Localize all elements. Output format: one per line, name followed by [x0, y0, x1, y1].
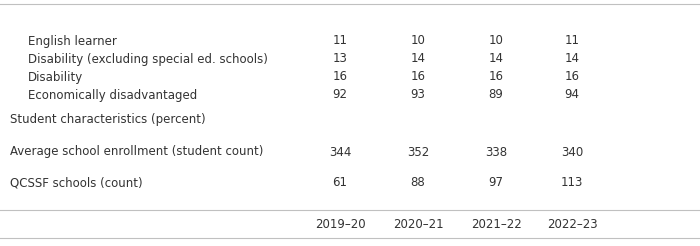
Text: 16: 16 [564, 71, 580, 83]
Text: Disability (excluding special ed. schools): Disability (excluding special ed. school… [28, 52, 268, 65]
Text: 16: 16 [489, 71, 503, 83]
Text: QCSSF schools (count): QCSSF schools (count) [10, 176, 143, 189]
Text: 113: 113 [561, 176, 583, 189]
Text: Average school enrollment (student count): Average school enrollment (student count… [10, 145, 263, 158]
Text: Student characteristics (percent): Student characteristics (percent) [10, 112, 206, 125]
Text: 11: 11 [564, 34, 580, 47]
Text: English learner: English learner [28, 34, 117, 47]
Text: 13: 13 [332, 52, 347, 65]
Text: 61: 61 [332, 176, 347, 189]
Text: 94: 94 [564, 89, 580, 102]
Text: 14: 14 [489, 52, 503, 65]
Text: 2019–20: 2019–20 [315, 217, 365, 231]
Text: 10: 10 [489, 34, 503, 47]
Text: 97: 97 [489, 176, 503, 189]
Text: 338: 338 [485, 145, 507, 158]
Text: 92: 92 [332, 89, 347, 102]
Text: Economically disadvantaged: Economically disadvantaged [28, 89, 197, 102]
Text: 10: 10 [411, 34, 426, 47]
Text: 2022–23: 2022–23 [547, 217, 597, 231]
Text: Disability: Disability [28, 71, 83, 83]
Text: 352: 352 [407, 145, 429, 158]
Text: 14: 14 [564, 52, 580, 65]
Text: 340: 340 [561, 145, 583, 158]
Text: 2021–22: 2021–22 [470, 217, 522, 231]
Text: 344: 344 [329, 145, 351, 158]
Text: 93: 93 [411, 89, 426, 102]
Text: 89: 89 [489, 89, 503, 102]
Text: 16: 16 [332, 71, 347, 83]
Text: 11: 11 [332, 34, 347, 47]
Text: 14: 14 [410, 52, 426, 65]
Text: 16: 16 [410, 71, 426, 83]
Text: 88: 88 [411, 176, 426, 189]
Text: 2020–21: 2020–21 [393, 217, 443, 231]
